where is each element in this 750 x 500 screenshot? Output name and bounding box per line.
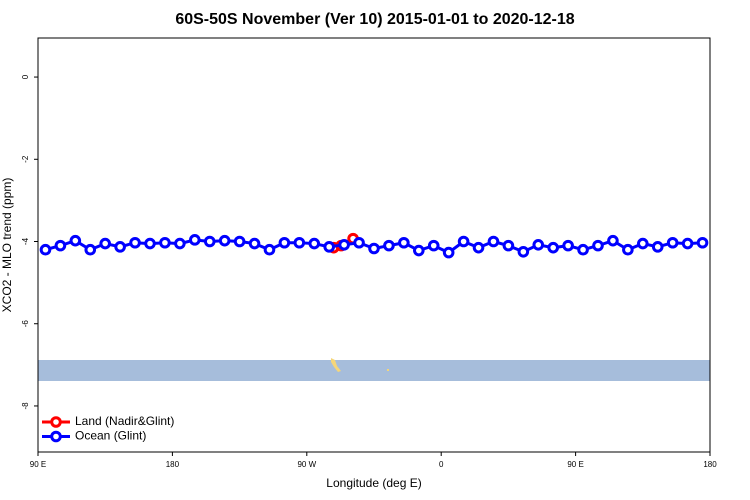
point <box>159 236 171 249</box>
point <box>278 236 291 249</box>
map-band <box>38 360 710 381</box>
point <box>39 243 52 256</box>
point <box>442 246 455 259</box>
point <box>502 239 515 252</box>
point <box>248 237 261 250</box>
point <box>532 238 545 251</box>
point <box>383 239 395 252</box>
legend-marker <box>50 416 62 428</box>
point <box>144 237 156 250</box>
point <box>174 237 186 250</box>
y-tick-label: 0 <box>21 74 30 79</box>
point <box>547 241 560 254</box>
x-tick-label: 0 <box>439 460 444 469</box>
point <box>84 243 97 256</box>
y-tick-label: -6 <box>21 320 30 328</box>
point <box>114 241 126 253</box>
land-patch <box>387 369 389 371</box>
x-tick-label: 180 <box>166 460 180 469</box>
point <box>69 234 82 247</box>
legend-label: Land (Nadir&Glint) <box>75 414 174 428</box>
point <box>607 234 619 247</box>
point <box>263 243 276 256</box>
point <box>218 234 231 247</box>
point <box>203 235 216 248</box>
point <box>517 245 530 258</box>
point <box>562 239 574 252</box>
point <box>651 241 664 253</box>
y-axis-label: XCO2 - MLO trend (ppm) <box>0 178 14 313</box>
x-tick-label: 90 W <box>297 460 316 469</box>
land-patch <box>331 358 341 372</box>
point <box>99 237 111 250</box>
point <box>427 239 440 252</box>
point <box>368 242 380 255</box>
point <box>308 237 321 250</box>
y-tick-label: -8 <box>21 402 30 410</box>
point <box>189 234 201 246</box>
point <box>413 244 425 257</box>
legend-label: Ocean (Glint) <box>75 429 146 443</box>
plot-frame <box>37 37 711 453</box>
chart-title: 60S-50S November (Ver 10) 2015-01-01 to … <box>175 11 574 28</box>
point <box>293 236 306 249</box>
x-axis-label: Longitude (deg E) <box>326 476 421 490</box>
x-tick-label: 90 E <box>30 460 46 469</box>
point <box>233 235 246 248</box>
point <box>577 243 589 256</box>
point <box>338 238 350 251</box>
x-tick-label: 180 <box>703 460 717 469</box>
y-tick-label: -4 <box>21 237 30 245</box>
point <box>666 236 679 249</box>
point <box>592 239 604 252</box>
point <box>622 243 634 256</box>
point <box>129 236 141 249</box>
point <box>472 241 485 254</box>
point <box>696 236 709 249</box>
point <box>637 237 649 250</box>
x-tick-label: 90 E <box>567 460 583 469</box>
point <box>681 237 694 250</box>
legend-marker <box>50 430 62 443</box>
point <box>457 235 470 248</box>
point <box>487 235 500 248</box>
y-tick-label: -2 <box>21 155 30 163</box>
point <box>54 239 67 252</box>
point <box>353 236 365 249</box>
point <box>398 236 410 249</box>
point <box>323 241 336 253</box>
